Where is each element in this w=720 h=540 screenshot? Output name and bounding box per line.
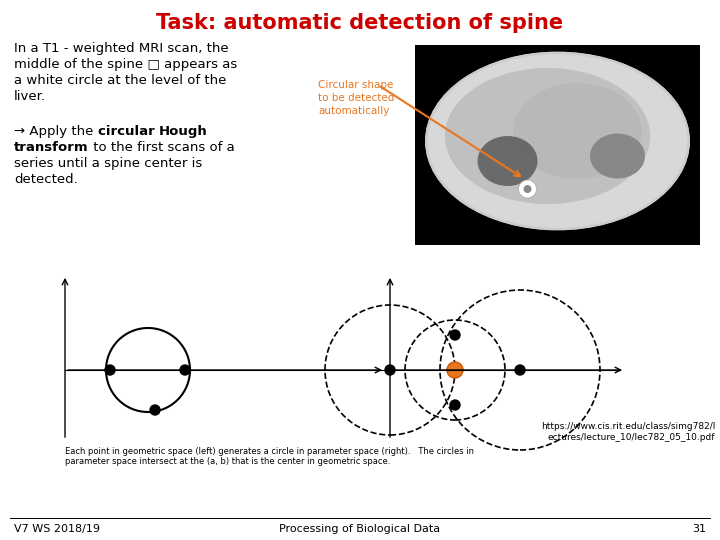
Text: Task: automatic detection of spine: Task: automatic detection of spine <box>156 13 564 33</box>
Ellipse shape <box>477 136 538 186</box>
Circle shape <box>518 180 536 198</box>
Bar <box>415 45 700 245</box>
Ellipse shape <box>445 68 650 204</box>
Circle shape <box>450 400 460 410</box>
Text: circular: circular <box>98 125 159 138</box>
Text: → Apply the: → Apply the <box>14 125 98 138</box>
Text: to the first scans of a: to the first scans of a <box>89 141 235 154</box>
Circle shape <box>450 330 460 340</box>
Ellipse shape <box>426 53 688 229</box>
Text: liver.: liver. <box>14 90 46 103</box>
Text: series until a spine center is: series until a spine center is <box>14 157 202 170</box>
Text: 31: 31 <box>692 524 706 534</box>
Circle shape <box>385 365 395 375</box>
Text: V7 WS 2018/19: V7 WS 2018/19 <box>14 524 100 534</box>
Circle shape <box>180 365 190 375</box>
Text: Hough: Hough <box>159 125 208 138</box>
Circle shape <box>523 185 531 193</box>
Circle shape <box>447 362 463 378</box>
Circle shape <box>105 365 115 375</box>
Text: Circular shape
to be detected
automatically: Circular shape to be detected automatica… <box>318 80 395 117</box>
Circle shape <box>150 405 160 415</box>
Text: middle of the spine □ appears as: middle of the spine □ appears as <box>14 58 238 71</box>
Ellipse shape <box>513 83 642 179</box>
Text: Each point in geometric space (left) generates a circle in parameter space (righ: Each point in geometric space (left) gen… <box>65 447 474 467</box>
Text: https://www.cis.rit.edu/class/simg782/l
ectures/lecture_10/lec782_05_10.pdf: https://www.cis.rit.edu/class/simg782/l … <box>541 422 715 442</box>
Text: transform: transform <box>14 141 89 154</box>
Text: detected.: detected. <box>14 173 78 186</box>
Text: a white circle at the level of the: a white circle at the level of the <box>14 74 226 87</box>
Text: Processing of Biological Data: Processing of Biological Data <box>279 524 441 534</box>
Ellipse shape <box>590 133 645 179</box>
Circle shape <box>515 365 525 375</box>
Text: In a T1 - weighted MRI scan, the: In a T1 - weighted MRI scan, the <box>14 42 229 55</box>
